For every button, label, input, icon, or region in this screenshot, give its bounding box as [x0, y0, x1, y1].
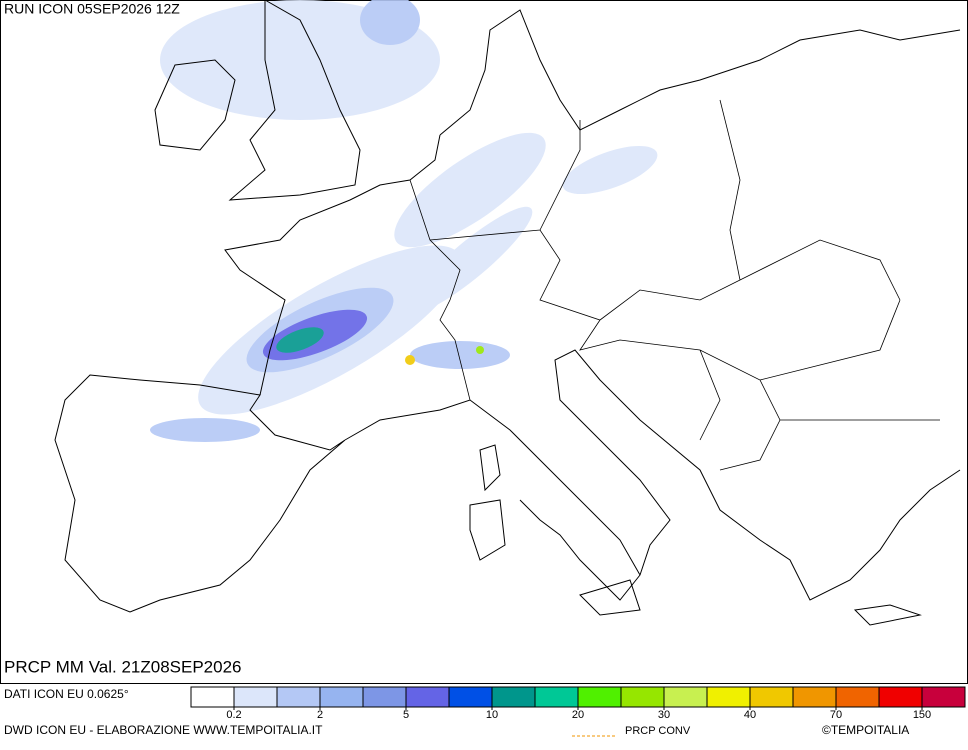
conv-label: PRCP CONV	[625, 725, 691, 737]
colorbar-box	[534, 686, 579, 708]
colorbar-box	[835, 686, 880, 708]
run-label: RUN ICON 05SEP2026 12Z	[4, 1, 180, 17]
colorbar-tick-label: 150	[913, 709, 931, 721]
credit-label: DWD ICON EU - ELABORAZIONE WWW.TEMPOITAL…	[4, 723, 323, 737]
colorbar-tick-label: 20	[572, 709, 584, 721]
colorbar-box	[491, 686, 536, 708]
product-label: PRCP MM Val. 21Z08SEP2026	[4, 657, 242, 676]
colorbar-box	[276, 686, 321, 708]
copyright-label: ©TEMPOITALIA	[822, 723, 909, 737]
colorbar-tick-label: 2	[317, 709, 323, 721]
coastlines	[54, 0, 961, 626]
colorbar-box	[792, 686, 837, 708]
colorbar-tick-label: 30	[658, 709, 670, 721]
colorbar-box	[319, 686, 364, 708]
colorbar-box	[620, 686, 665, 708]
colorbar-box	[577, 686, 622, 708]
source-label: DATI ICON EU 0.0625°	[4, 687, 129, 701]
borders	[409, 99, 940, 471]
colorbar-box	[190, 686, 235, 708]
map: RUN ICON 05SEP2026 12Z PRCP MM Val. 21Z0…	[0, 0, 968, 684]
colorbar-box	[405, 686, 450, 708]
colorbar-box	[233, 686, 278, 708]
colorbar-tick-label: 0.2	[226, 709, 241, 721]
precipitation	[150, 0, 658, 442]
colorbar-box	[749, 686, 794, 708]
colorbar-box	[706, 686, 751, 708]
colorbar: 0.2 2 5 10 20 30 40 70 150	[190, 686, 966, 721]
colorbar-box	[663, 686, 708, 708]
colorbar-tick-label: 70	[830, 709, 842, 721]
colorbar-box	[448, 686, 493, 708]
map-frame	[0, 0, 968, 684]
colorbar-tick-label: 40	[744, 709, 756, 721]
colorbar-box	[878, 686, 923, 708]
colorbar-tick-label: 5	[403, 709, 409, 721]
colorbar-box	[362, 686, 407, 708]
colorbar-tick-label: 10	[486, 709, 498, 721]
colorbar-box	[921, 686, 966, 708]
